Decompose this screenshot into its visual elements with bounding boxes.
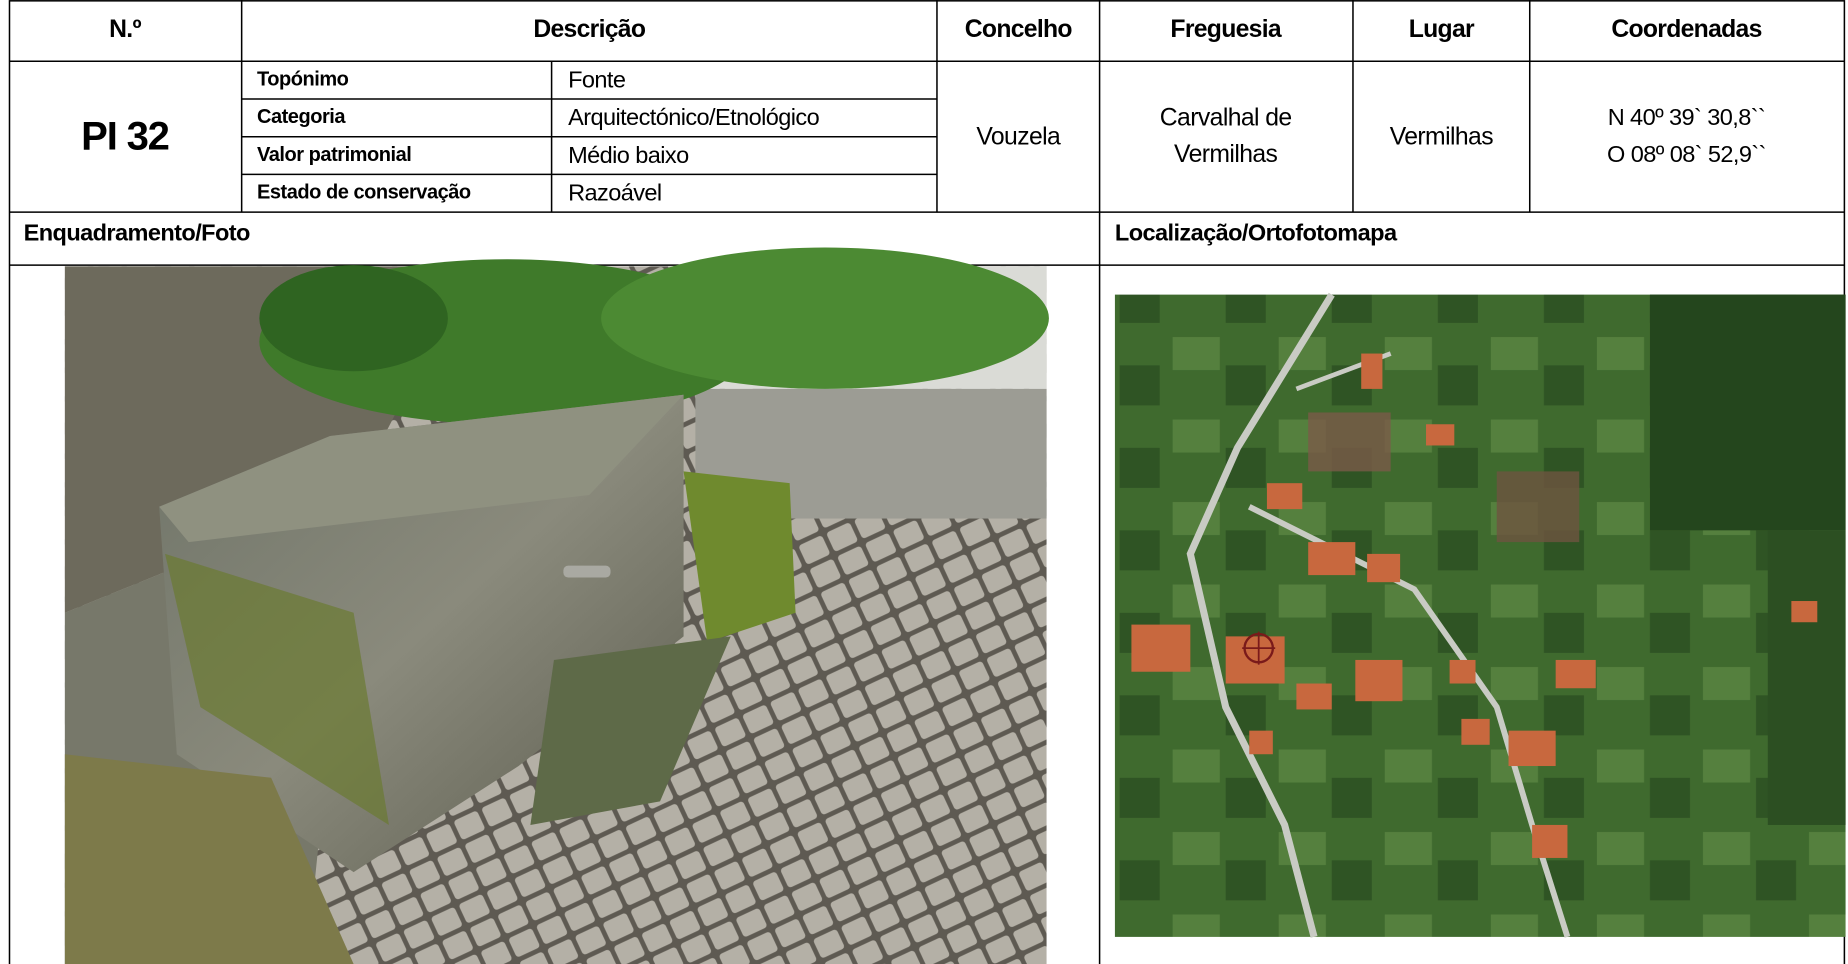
section-title: Localização/Ortofotomapa — [1115, 220, 1398, 246]
coordinate: O 08º 08` 52,9`` — [1607, 141, 1766, 167]
lugar: Vermilhas — [1390, 123, 1494, 150]
section-title: Enquadramento/Foto — [24, 220, 250, 246]
table-borders — [8, 0, 1846, 964]
field-label: Estado de conservação — [257, 182, 471, 204]
header: Descrição — [533, 16, 645, 43]
header: Freguesia — [1170, 16, 1281, 43]
freguesia: Vermilhas — [1174, 141, 1278, 168]
freguesia: Carvalhal de — [1160, 105, 1292, 132]
field-label: Topónimo — [257, 68, 349, 90]
header: Lugar — [1409, 16, 1475, 43]
item-id: PI 32 — [81, 115, 169, 159]
coordinate: N 40º 39` 30,8`` — [1608, 104, 1766, 130]
field-label: Valor patrimonial — [257, 144, 411, 166]
header: Coordenadas — [1611, 16, 1761, 43]
header: Concelho — [965, 16, 1073, 43]
field-value: Razoável — [568, 180, 661, 206]
field-value: Médio baixo — [568, 142, 689, 168]
concelho: Vouzela — [976, 123, 1061, 150]
orthophoto-map — [1114, 292, 1846, 938]
photo — [64, 247, 1049, 964]
field-value: Arquitectónico/Etnológico — [568, 104, 819, 130]
field-value: Fonte — [568, 67, 626, 93]
field-label: Categoria — [257, 106, 346, 128]
header: N.º — [109, 16, 141, 43]
